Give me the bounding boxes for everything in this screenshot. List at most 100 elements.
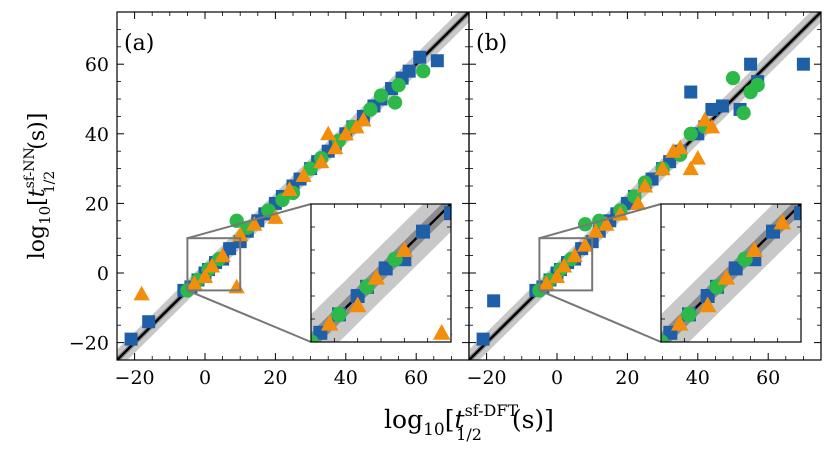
panel-a-zoom-connector-top bbox=[187, 203, 312, 240]
y-axis-label: log10[tsf-NN 1/2 (s)] bbox=[22, 113, 58, 260]
panel-b-inset-plot bbox=[661, 204, 801, 342]
panel-b-x-tick-label-4: 60 bbox=[756, 367, 780, 389]
panel-b-circle-point-11 bbox=[683, 126, 698, 141]
panel-a-y-tick-label-0: −20 bbox=[69, 333, 109, 355]
panel-b-triangle-point-16 bbox=[703, 118, 721, 134]
panel-b-x-tick-label-0: −20 bbox=[467, 367, 507, 389]
panel-a-circle-point-16 bbox=[391, 77, 406, 93]
panel-a-inset-square-point-9 bbox=[416, 224, 430, 239]
panel-a-triangle-point-9 bbox=[281, 181, 298, 196]
panel-a-circle-point-7 bbox=[275, 192, 290, 208]
panel-a-triangle-point-16 bbox=[355, 111, 372, 127]
panel-b-triangle-point-4 bbox=[577, 237, 594, 252]
panel-b-triangle-point-12 bbox=[672, 139, 689, 155]
panel-a-triangle-point-4 bbox=[214, 247, 231, 263]
panel-a-triangle-point-13 bbox=[327, 139, 344, 155]
panel-b-inset-points bbox=[661, 206, 801, 342]
panel-a-triangle-point-3 bbox=[203, 257, 221, 273]
panel-a-x-tick-label-4: 60 bbox=[404, 367, 428, 389]
panel-b-inset-triangle-point-1 bbox=[698, 296, 717, 313]
panel-b-circle-point-16 bbox=[750, 77, 765, 93]
panel-a-x-tick-label-1: 0 bbox=[199, 367, 211, 389]
panel-a-triangle-point-12 bbox=[320, 125, 337, 141]
panel-b-inset-ticks bbox=[660, 203, 802, 343]
panel-a-triangle-point-1 bbox=[186, 275, 203, 290]
panel-a-y-tick-label-1: 0 bbox=[97, 263, 109, 285]
panel-b-triangle-point-13 bbox=[682, 160, 699, 176]
panel-b-x-tick-label-3: 40 bbox=[686, 367, 710, 389]
panel-b-square-point-27 bbox=[744, 57, 758, 71]
panel-a-triangle-point-2 bbox=[196, 268, 214, 283]
panel-a-label: (a) bbox=[124, 31, 154, 56]
panel-a: −20 0 20 40 60 −20 0 20 40 60 (a) bbox=[69, 11, 470, 389]
panel-b-inset-triangle-point-3 bbox=[745, 241, 764, 257]
panel-b-triangle-point-5 bbox=[587, 223, 604, 238]
panel-b-label: (b) bbox=[476, 31, 507, 56]
panel-b-points bbox=[476, 57, 810, 346]
panel-a-x-tick-label-2: 20 bbox=[263, 367, 287, 389]
panel-b-triangle-point-9 bbox=[636, 177, 654, 193]
panel-b-inset-square-point-10 bbox=[794, 206, 801, 221]
panel-a-inset-triangle-point-4 bbox=[395, 241, 414, 257]
panel-a-circle-point-9 bbox=[303, 161, 318, 176]
panel-b-x-tick-label-1: 0 bbox=[551, 367, 563, 389]
panel-b-inset-circle-point-1 bbox=[681, 306, 697, 323]
panel-a-triangle-point-10 bbox=[295, 167, 312, 183]
panel-b-inset-triangle-point-2 bbox=[717, 268, 736, 285]
panel-b-plot bbox=[469, 12, 821, 360]
panel-b-inset-triangle-point-0 bbox=[670, 314, 689, 331]
panel-b-square-point-21 bbox=[684, 85, 698, 99]
panel-b-square-point-1 bbox=[487, 294, 501, 308]
panel-a-square-point-29 bbox=[402, 64, 416, 78]
panel-a-inset-plot bbox=[311, 186, 460, 342]
panel-b-zoom-connector-bottom bbox=[539, 289, 662, 343]
panel-a-inset-triangle-point-5 bbox=[432, 324, 451, 340]
x-axis-label: log10[tsf-DFT 1/2 (s)] bbox=[384, 401, 554, 444]
panel-a-circle-point-14 bbox=[373, 88, 389, 103]
panel-a-circle-point-17 bbox=[416, 64, 431, 79]
panel-b-x-tick-label-2: 20 bbox=[615, 367, 639, 389]
panel-a-inset-triangle-point-6 bbox=[442, 186, 460, 202]
panel-b-zoom bbox=[538, 203, 662, 343]
panel-a-inset-triangle-point-2 bbox=[348, 296, 367, 313]
panel-a-circle-point-13 bbox=[363, 102, 378, 117]
panel-a-inset-circle-point-1 bbox=[331, 306, 347, 323]
panel-a-triangle-point-11 bbox=[313, 153, 330, 169]
panel-b-triangle-point-15 bbox=[696, 111, 713, 127]
panel-b-square-point-24 bbox=[705, 102, 719, 116]
panel-a-triangle-point-14 bbox=[337, 125, 354, 141]
panel-b-inset-circle-point-0 bbox=[661, 334, 669, 342]
panel-a-circle-point-15 bbox=[387, 95, 403, 110]
panel-a-triangle-point-7 bbox=[246, 216, 263, 231]
panel-a-inset-circle-point-0 bbox=[311, 334, 319, 342]
panel-b-triangle-point-10 bbox=[654, 160, 671, 176]
panel-a-inset-ticks bbox=[310, 203, 452, 343]
panel-b: −20 0 20 40 60 (b) bbox=[467, 11, 822, 389]
panel-a-points bbox=[124, 50, 453, 346]
panel-b-inset-triangle-point-4 bbox=[773, 213, 792, 230]
panel-a-y-tick-label-2: 20 bbox=[85, 193, 109, 215]
panel-b-inset bbox=[660, 203, 802, 343]
panel-a-square-point-0 bbox=[124, 332, 138, 346]
panel-a-triangle-point-0 bbox=[133, 285, 150, 301]
panel-b-triangle-point-3 bbox=[566, 247, 583, 263]
panel-b-triangle-point-6 bbox=[598, 216, 615, 231]
panel-a-triangle-point-8 bbox=[267, 209, 284, 224]
panel-a-inset bbox=[310, 186, 460, 343]
panel-a-inset-triangle-point-1 bbox=[320, 314, 339, 331]
panel-b-circle-point-14 bbox=[736, 105, 751, 121]
panel-a-square-point-9 bbox=[223, 242, 237, 256]
panel-a-zoom bbox=[186, 203, 312, 343]
panel-b-circle-point-13 bbox=[725, 70, 741, 86]
panel-a-square-point-30 bbox=[413, 50, 427, 64]
panel-a-y-tick-label-4: 60 bbox=[85, 54, 109, 76]
panel-b-ticks: −20 0 20 40 60 bbox=[467, 11, 822, 389]
panel-a-zoom-box bbox=[186, 237, 242, 292]
panel-b-inset-square-point-7 bbox=[728, 261, 743, 276]
panel-b-triangle-point-2 bbox=[555, 257, 573, 273]
panel-a-x-tick-label-3: 40 bbox=[334, 367, 358, 389]
panel-b-square-point-0 bbox=[476, 332, 490, 346]
panel-a-zoom-connector-bottom bbox=[187, 289, 312, 343]
panel-a-inset-triangle-point-3 bbox=[367, 268, 386, 285]
